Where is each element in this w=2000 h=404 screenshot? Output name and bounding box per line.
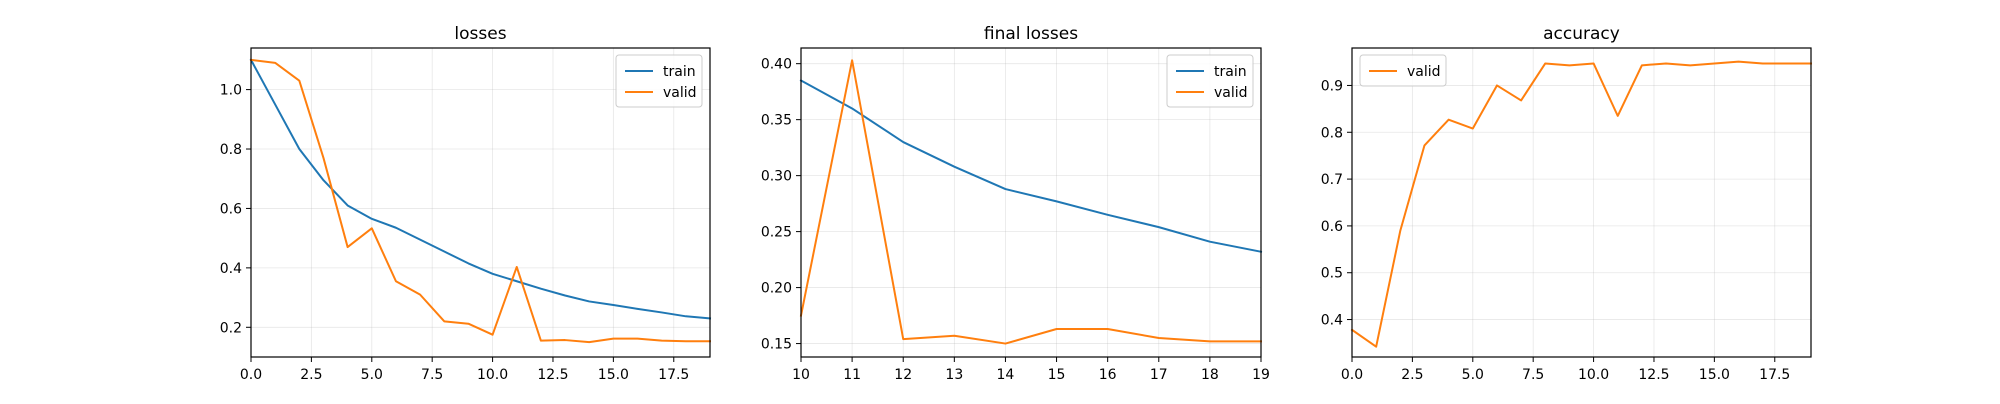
legend: train valid [1166,54,1254,108]
y-tick-label: 0.25 [761,225,792,241]
y-tick-label: 0.8 [1321,125,1343,141]
x-tick-label: 5.0 [361,367,383,383]
x-tick-label: 0.0 [1341,367,1363,383]
x-tick-label: 17.5 [658,367,689,383]
x-tick-label: 10.0 [1578,367,1609,383]
x-tick-label: 19 [1252,367,1270,383]
chart-title: losses [454,24,506,44]
x-tick-label: 7.5 [1522,367,1544,383]
chart-title: accuracy [1543,24,1620,44]
y-tick-label: 0.40 [761,57,792,73]
y-tick-label: 0.20 [761,281,792,297]
y-tick-label: 0.6 [1321,219,1343,235]
series-line-valid [799,59,1262,345]
x-tick-label: 15.0 [598,367,629,383]
series-line-train [799,79,1263,253]
x-tick-label: 17 [1150,367,1168,383]
legend: train valid [615,54,703,108]
y-tick-label: 0.4 [220,261,242,277]
legend-box [1166,54,1254,108]
y-tick-label: 0.35 [761,113,792,129]
plot-frame [1351,47,1812,358]
y-tick-label: 0.15 [761,337,792,353]
y-tick-label: 0.2 [220,320,242,336]
series-line-train [249,58,712,320]
chart-panel-1: 0.0 2.5 5.0 7.5 10.0 12.5 15.0 17.5 0.2 0.4 0.6 0.8… [220,24,712,383]
chart-panel-3: 0.0 2.5 5.0 7.5 10.0 12.5 15.0 17.5 0.4 0.5 0.6 0.7… [1321,24,1812,383]
legend-box [1359,54,1447,87]
legend: valid [1359,54,1447,87]
x-tick-label: 14 [997,367,1015,383]
x-tick-label: 16 [1099,367,1117,383]
legend-label: valid [1407,64,1441,80]
chart-panel-2: 10 11 12 13 14 15 16 17 18 19 0.15 0.20 0.25 0.30 0.35… [761,24,1270,383]
plot-frame [800,47,1262,358]
y-tick-label: 0.4 [1321,313,1343,329]
x-tick-label: 2.5 [300,367,322,383]
x-tick-label: 10.0 [477,367,508,383]
legend-box [615,54,703,108]
y-tick-label: 0.9 [1321,78,1343,94]
chart-title: final losses [984,24,1078,44]
x-tick-label: 12 [894,367,912,383]
y-tick-label: 0.6 [220,201,242,217]
plot-frame [250,47,711,358]
x-tick-label: 5.0 [1462,367,1484,383]
x-tick-label: 17.5 [1759,367,1790,383]
y-tick-label: 0.7 [1321,172,1343,188]
x-tick-label: 10 [792,367,810,383]
y-tick-label: 1.0 [220,83,242,99]
x-tick-label: 13 [945,367,963,383]
x-tick-label: 12.5 [537,367,568,383]
series-line-valid [1350,60,1812,348]
series-line-valid [249,58,711,344]
x-tick-label: 11 [843,367,861,383]
y-tick-label: 0.8 [220,142,242,158]
x-tick-label: 12.5 [1638,367,1669,383]
x-tick-label: 0.0 [240,367,262,383]
x-tick-label: 15.0 [1699,367,1730,383]
legend-label: valid [1214,85,1248,101]
x-tick-label: 18 [1201,367,1219,383]
legend-label: train [663,64,696,80]
x-tick-label: 15 [1048,367,1066,383]
x-tick-label: 7.5 [421,367,443,383]
y-tick-label: 0.30 [761,169,792,185]
x-tick-label: 2.5 [1401,367,1423,383]
legend-label: valid [663,85,697,101]
y-tick-label: 0.5 [1321,266,1343,282]
legend-label: train [1214,64,1247,80]
